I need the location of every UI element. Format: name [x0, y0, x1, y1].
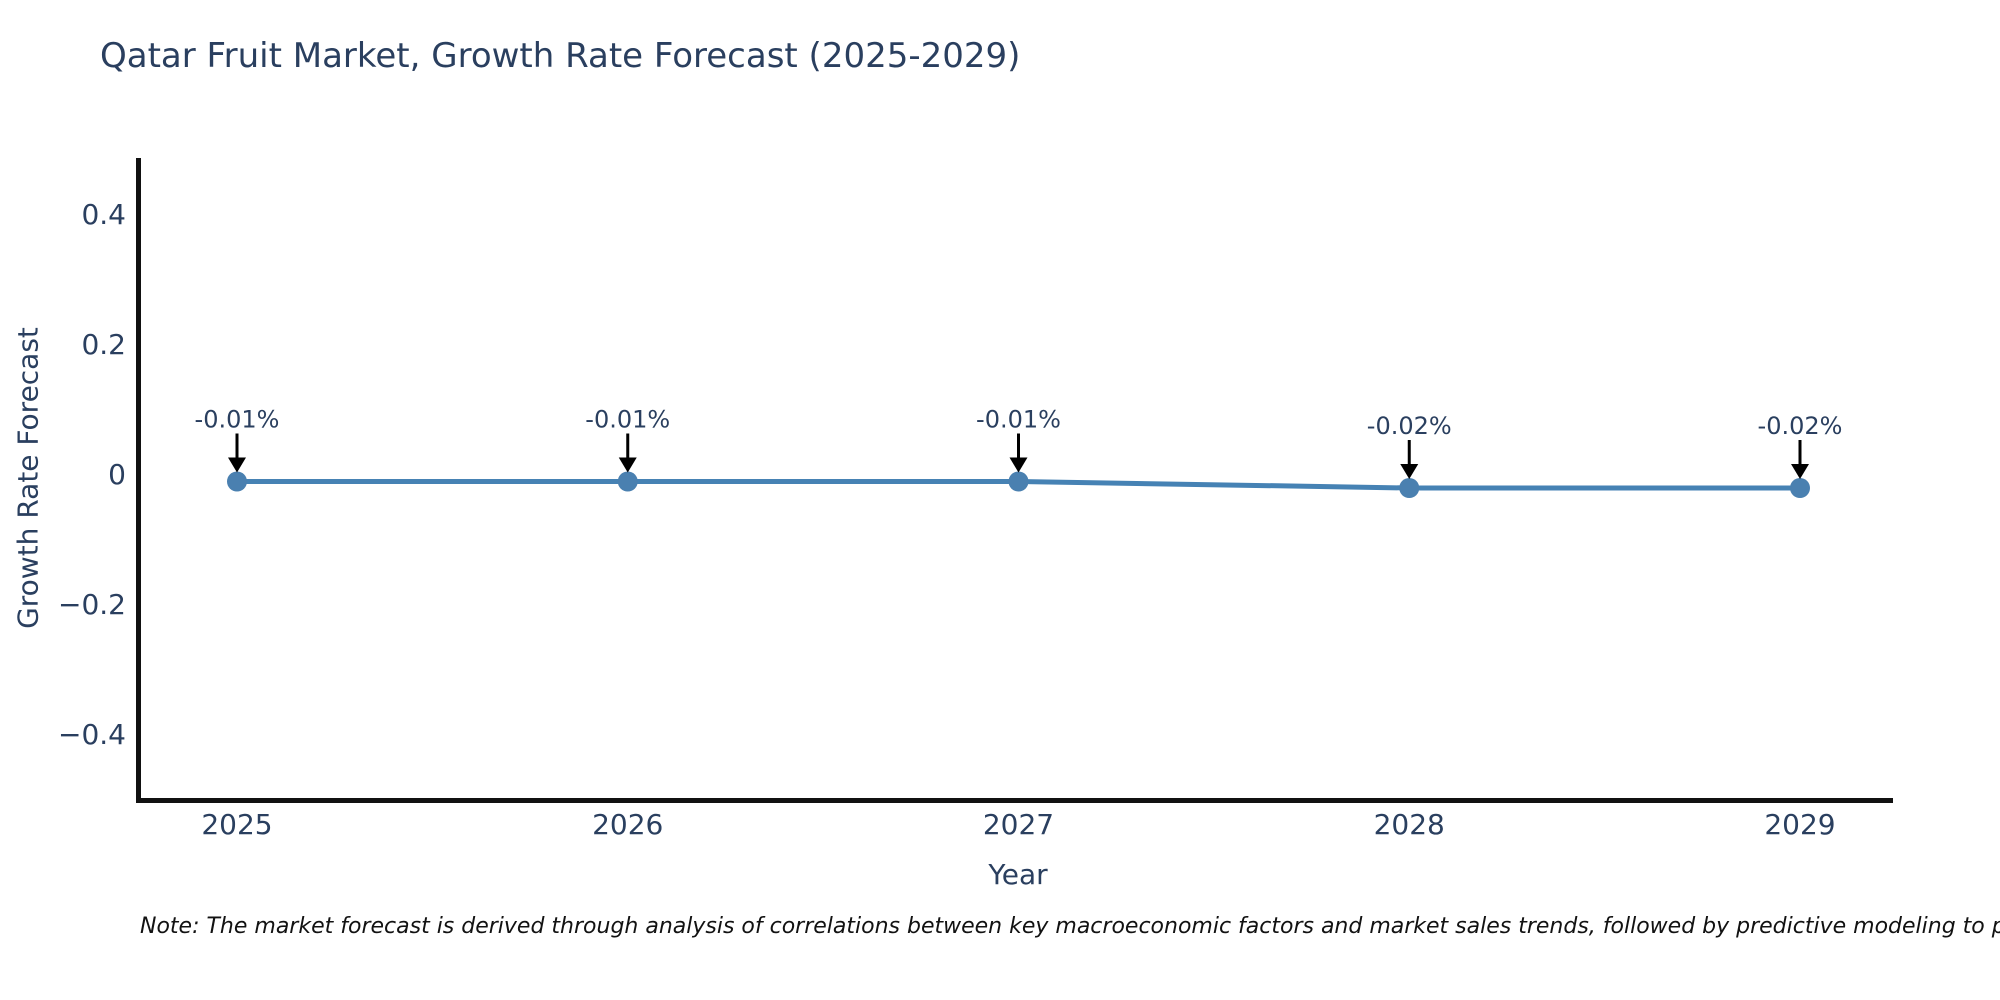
annotation-arrow-head — [228, 457, 246, 473]
y-tick-label: 0.2 — [81, 328, 126, 361]
y-tick-label: −0.4 — [58, 718, 126, 751]
annotation-arrow-head — [1791, 464, 1809, 479]
x-tick-label: 2025 — [201, 808, 273, 841]
annotation-arrow-head — [618, 457, 637, 473]
x-tick-label: 2026 — [592, 808, 664, 841]
y-tick-label: 0 — [108, 458, 126, 491]
data-point-label: -0.01% — [195, 406, 280, 434]
x-tick-label: 2027 — [982, 808, 1055, 841]
data-point-marker[interactable] — [617, 471, 638, 492]
x-axis-line — [136, 798, 1893, 803]
x-tick-label: 2029 — [1764, 808, 1836, 841]
annotation-arrow-head — [1009, 457, 1028, 473]
data-point-label: -0.02% — [1758, 412, 1843, 440]
chart-title: Qatar Fruit Market, Growth Rate Forecast… — [100, 36, 1021, 76]
data-point-marker[interactable] — [1790, 478, 1810, 498]
footnote: Note: The market forecast is derived thr… — [140, 914, 2000, 939]
data-point-marker[interactable] — [1399, 478, 1420, 498]
x-axis-title: Year — [988, 858, 1048, 891]
data-point-label: -0.02% — [1367, 412, 1452, 440]
x-tick-label: 2028 — [1373, 808, 1445, 841]
y-tick-label: −0.2 — [58, 588, 126, 621]
data-point-marker[interactable] — [227, 471, 247, 492]
y-tick-label: 0.4 — [81, 198, 126, 231]
annotation-arrow-head — [1400, 464, 1419, 479]
y-axis-line — [136, 158, 141, 803]
data-point-label: -0.01% — [585, 406, 670, 434]
data-point-marker[interactable] — [1008, 471, 1029, 492]
data-point-label: -0.01% — [976, 406, 1061, 434]
